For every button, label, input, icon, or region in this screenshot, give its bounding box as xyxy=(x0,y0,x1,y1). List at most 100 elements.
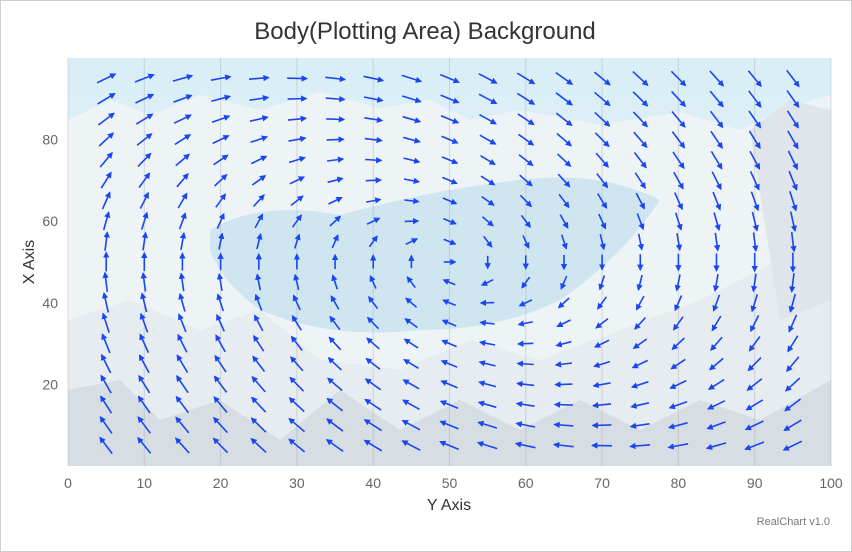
vector-arrow xyxy=(786,110,799,129)
vector-arrow xyxy=(178,272,186,292)
vector-arrow xyxy=(522,235,530,249)
vector-arrow xyxy=(248,74,270,82)
vector-arrow xyxy=(711,315,722,332)
vector-arrow xyxy=(101,312,110,333)
vector-arrow xyxy=(514,441,536,449)
vector-arrow xyxy=(553,401,573,408)
vector-arrow xyxy=(405,238,419,246)
vector-arrow xyxy=(216,293,225,312)
vector-arrow xyxy=(140,272,147,292)
vector-arrow xyxy=(478,380,497,388)
vector-arrow xyxy=(328,196,343,205)
vector-arrow xyxy=(515,421,536,428)
vector-arrow xyxy=(558,193,570,209)
y-tick-label: 80 xyxy=(42,132,58,148)
vector-arrow xyxy=(674,212,683,231)
vector-arrow xyxy=(634,316,647,330)
vector-arrow xyxy=(331,234,339,249)
vector-arrow xyxy=(554,381,573,388)
vector-arrow xyxy=(210,74,232,81)
vector-arrow xyxy=(403,157,421,164)
vector-arrow xyxy=(553,421,574,429)
vector-arrow xyxy=(439,73,460,84)
vector-arrow xyxy=(593,71,611,86)
x-tick-label: 80 xyxy=(671,475,687,491)
vector-arrow xyxy=(668,401,688,410)
vector-arrow xyxy=(439,440,460,451)
vector-arrow xyxy=(100,395,113,414)
vector-arrow xyxy=(99,436,113,455)
vector-arrow xyxy=(442,299,457,307)
vector-arrow xyxy=(139,191,149,209)
vector-arrow xyxy=(559,214,569,229)
vector-arrow xyxy=(369,275,377,289)
vector-arrow xyxy=(478,73,498,84)
vector-arrow xyxy=(597,296,608,310)
vector-arrow xyxy=(218,232,225,250)
vector-arrow xyxy=(212,135,230,145)
vector-arrow xyxy=(671,110,686,128)
vector-arrow xyxy=(519,194,533,208)
vector-arrow xyxy=(174,134,192,146)
vector-arrow xyxy=(673,171,684,190)
vector-arrow xyxy=(745,399,764,411)
vector-arrow xyxy=(786,90,800,109)
vector-arrow xyxy=(595,152,609,168)
vector-arrow xyxy=(137,152,152,167)
vector-arrow xyxy=(403,338,419,349)
vector-arrow xyxy=(786,69,800,88)
vector-arrow xyxy=(140,292,148,313)
vector-arrow xyxy=(136,133,153,146)
vector-arrow xyxy=(441,156,459,165)
vector-arrow xyxy=(251,396,267,413)
vector-arrow xyxy=(256,232,263,250)
vector-arrow xyxy=(327,176,344,184)
vector-arrow xyxy=(287,115,308,122)
vector-arrow xyxy=(173,94,193,103)
vector-arrow xyxy=(632,111,648,128)
vector-arrow xyxy=(288,135,307,143)
vector-arrow xyxy=(630,380,649,389)
vector-arrow xyxy=(175,416,190,434)
vector-arrow xyxy=(214,173,228,187)
vector-arrow xyxy=(365,156,383,164)
vector-arrow xyxy=(293,233,301,249)
vector-arrow xyxy=(592,381,611,389)
vector-arrow xyxy=(480,175,496,186)
vector-arrow xyxy=(632,71,649,87)
vector-arrow xyxy=(100,374,112,394)
vector-arrow xyxy=(329,315,341,331)
vector-arrow xyxy=(291,315,302,331)
vector-arrow xyxy=(787,130,799,150)
vector-arrow xyxy=(176,375,189,394)
y-tick-label: 60 xyxy=(42,213,58,229)
vector-arrow xyxy=(556,319,571,328)
vector-arrow xyxy=(401,74,423,83)
vector-arrow xyxy=(672,316,684,331)
vector-arrow xyxy=(555,340,572,348)
vector-arrow xyxy=(442,217,457,225)
vector-arrow xyxy=(591,402,612,409)
vector-arrow xyxy=(368,235,378,248)
vector-arrow xyxy=(402,399,420,411)
vector-arrow xyxy=(631,359,649,369)
vector-arrow xyxy=(172,74,194,82)
vector-arrow xyxy=(216,272,224,291)
vector-arrow xyxy=(403,177,421,184)
vector-arrow xyxy=(138,354,150,374)
vector-arrow xyxy=(557,297,570,309)
vector-arrow xyxy=(289,176,306,185)
vector-arrow xyxy=(249,115,269,122)
vector-arrow xyxy=(368,295,379,310)
vector-arrow xyxy=(479,319,495,327)
vector-arrow xyxy=(325,75,347,83)
vector-arrow xyxy=(518,154,534,167)
credit-label: RealChart v1.0 xyxy=(756,516,830,528)
vector-arrow xyxy=(552,441,574,449)
vector-arrow xyxy=(97,112,115,126)
vector-arrow xyxy=(100,171,112,189)
vector-arrow xyxy=(706,421,726,430)
vector-arrow xyxy=(251,175,267,186)
vector-arrow xyxy=(705,442,727,450)
vector-arrow xyxy=(99,151,113,168)
